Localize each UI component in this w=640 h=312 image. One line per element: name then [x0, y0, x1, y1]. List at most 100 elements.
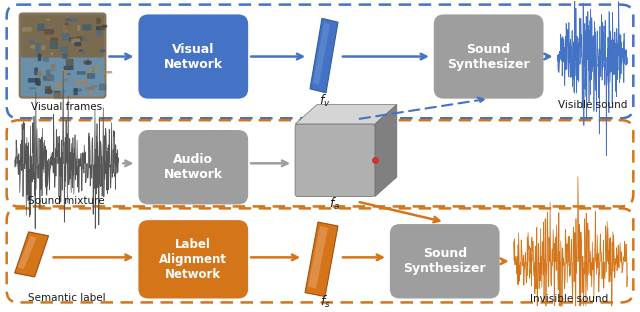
FancyBboxPatch shape [20, 14, 104, 97]
FancyBboxPatch shape [36, 71, 43, 76]
FancyBboxPatch shape [47, 76, 51, 80]
FancyBboxPatch shape [47, 37, 49, 40]
Text: Audio
Network: Audio Network [164, 153, 223, 181]
FancyBboxPatch shape [45, 89, 52, 94]
FancyBboxPatch shape [76, 80, 81, 86]
FancyBboxPatch shape [74, 42, 81, 46]
FancyBboxPatch shape [54, 92, 63, 99]
FancyBboxPatch shape [50, 41, 58, 49]
FancyBboxPatch shape [96, 18, 100, 24]
Text: $f_a$: $f_a$ [330, 195, 340, 212]
FancyBboxPatch shape [85, 87, 94, 90]
FancyBboxPatch shape [295, 124, 375, 197]
FancyBboxPatch shape [46, 18, 50, 21]
Polygon shape [305, 222, 338, 296]
FancyBboxPatch shape [29, 39, 35, 44]
FancyBboxPatch shape [45, 86, 51, 90]
FancyBboxPatch shape [87, 59, 89, 65]
FancyBboxPatch shape [41, 71, 43, 74]
FancyBboxPatch shape [61, 33, 70, 41]
FancyBboxPatch shape [99, 26, 106, 30]
FancyBboxPatch shape [51, 52, 53, 56]
Text: Visual
Network: Visual Network [164, 42, 223, 71]
FancyBboxPatch shape [96, 26, 101, 30]
FancyBboxPatch shape [91, 85, 99, 88]
FancyBboxPatch shape [22, 27, 31, 32]
FancyBboxPatch shape [92, 66, 100, 71]
FancyBboxPatch shape [54, 91, 61, 98]
FancyBboxPatch shape [30, 45, 36, 49]
Polygon shape [310, 18, 338, 93]
FancyBboxPatch shape [92, 66, 95, 71]
FancyBboxPatch shape [65, 23, 68, 30]
Text: Sound
Synthesizer: Sound Synthesizer [447, 42, 530, 71]
FancyBboxPatch shape [77, 25, 80, 31]
FancyBboxPatch shape [100, 49, 106, 52]
FancyBboxPatch shape [74, 88, 78, 95]
FancyBboxPatch shape [102, 25, 108, 28]
FancyBboxPatch shape [65, 19, 71, 21]
FancyBboxPatch shape [83, 49, 85, 55]
FancyBboxPatch shape [63, 79, 69, 81]
FancyBboxPatch shape [63, 25, 68, 32]
FancyBboxPatch shape [43, 57, 49, 62]
FancyBboxPatch shape [138, 220, 248, 299]
FancyBboxPatch shape [81, 81, 87, 84]
FancyBboxPatch shape [71, 38, 80, 43]
FancyBboxPatch shape [35, 43, 41, 49]
FancyBboxPatch shape [99, 84, 106, 90]
FancyBboxPatch shape [35, 48, 40, 54]
Text: Sound mixture: Sound mixture [28, 196, 105, 206]
Polygon shape [375, 105, 397, 197]
Text: Label
Alignment
Network: Label Alignment Network [159, 238, 227, 281]
FancyBboxPatch shape [76, 36, 83, 41]
FancyBboxPatch shape [138, 14, 248, 99]
Text: Semantic label: Semantic label [28, 293, 106, 303]
FancyBboxPatch shape [44, 29, 54, 35]
FancyBboxPatch shape [102, 71, 112, 73]
FancyBboxPatch shape [73, 89, 82, 91]
FancyBboxPatch shape [54, 82, 63, 89]
FancyBboxPatch shape [41, 45, 45, 50]
FancyBboxPatch shape [34, 67, 38, 75]
FancyBboxPatch shape [82, 80, 87, 85]
FancyBboxPatch shape [38, 54, 42, 61]
FancyBboxPatch shape [77, 71, 86, 75]
FancyBboxPatch shape [83, 36, 87, 41]
FancyBboxPatch shape [434, 14, 543, 99]
FancyBboxPatch shape [66, 59, 74, 66]
Text: $f_s$: $f_s$ [319, 294, 330, 310]
FancyBboxPatch shape [70, 19, 78, 22]
FancyBboxPatch shape [47, 87, 51, 95]
FancyBboxPatch shape [29, 87, 36, 89]
Text: $f_v$: $f_v$ [319, 93, 331, 109]
FancyBboxPatch shape [62, 53, 68, 59]
FancyBboxPatch shape [85, 61, 92, 65]
Polygon shape [308, 226, 328, 289]
FancyBboxPatch shape [36, 80, 41, 86]
FancyBboxPatch shape [35, 78, 40, 85]
Polygon shape [15, 232, 49, 277]
FancyBboxPatch shape [96, 30, 102, 36]
FancyBboxPatch shape [83, 61, 90, 65]
Text: Sound
Synthesizer: Sound Synthesizer [403, 247, 486, 275]
FancyBboxPatch shape [28, 78, 38, 83]
FancyBboxPatch shape [51, 31, 54, 33]
Polygon shape [295, 105, 397, 124]
FancyBboxPatch shape [79, 50, 83, 52]
FancyBboxPatch shape [90, 90, 92, 96]
Polygon shape [313, 22, 330, 85]
Text: Invisible sound: Invisible sound [531, 295, 609, 305]
FancyBboxPatch shape [63, 70, 68, 76]
FancyBboxPatch shape [51, 64, 55, 71]
FancyBboxPatch shape [295, 124, 375, 197]
FancyBboxPatch shape [19, 12, 106, 99]
FancyBboxPatch shape [63, 66, 74, 70]
FancyBboxPatch shape [67, 73, 71, 75]
FancyBboxPatch shape [63, 90, 65, 92]
FancyBboxPatch shape [38, 23, 44, 31]
FancyBboxPatch shape [50, 38, 58, 41]
FancyBboxPatch shape [86, 71, 92, 78]
Text: Visible sound: Visible sound [557, 100, 627, 110]
FancyBboxPatch shape [43, 76, 51, 81]
